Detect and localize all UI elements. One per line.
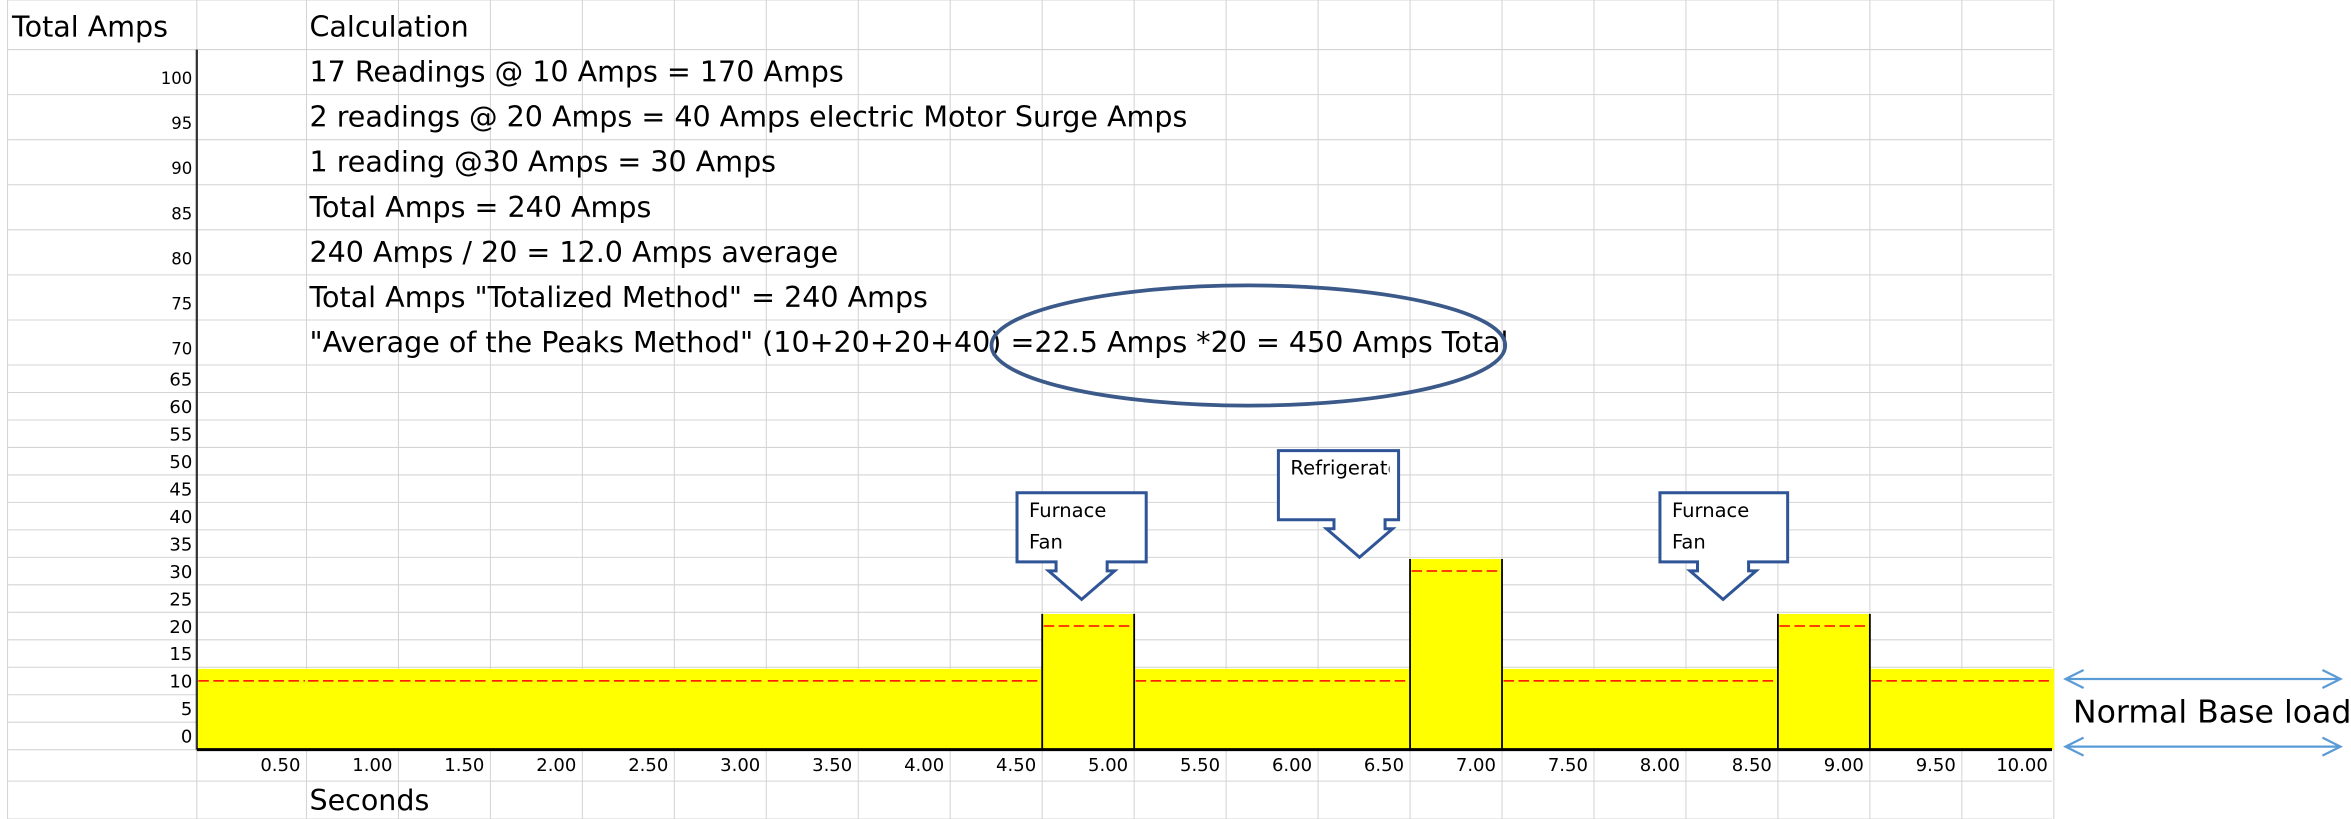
- callout-label: Furnace Fan: [1671, 500, 1750, 555]
- x-tick-label: 9.00: [1824, 755, 1864, 776]
- x-tick-label: 1.00: [352, 755, 392, 776]
- area-step: [490, 668, 583, 750]
- area-step: [398, 668, 491, 750]
- y-tick-label: 10: [169, 672, 192, 693]
- annotation: Normal Base load: [2073, 695, 2351, 731]
- x-axis-label: Seconds: [309, 784, 429, 817]
- header: Calculation: [309, 11, 468, 44]
- y-tick-label: 60: [169, 397, 192, 418]
- area-step: [1502, 668, 1595, 750]
- callout: [1658, 491, 1790, 602]
- calculation-line: 17 Readings @ 10 Amps = 170 Amps: [309, 56, 843, 89]
- y-tick-label: 50: [169, 452, 192, 473]
- callout-label-box: Furnace Fan: [1671, 500, 1750, 555]
- calculation-line: Total Amps "Totalized Method" = 240 Amps: [308, 281, 927, 314]
- y-tick-label: 65: [169, 369, 192, 390]
- area-step: [196, 668, 307, 750]
- area-step: [582, 668, 675, 750]
- header: Total Amps: [11, 11, 168, 44]
- area-step: [1226, 668, 1319, 750]
- y-tick-label: 75: [171, 294, 192, 313]
- area-step: [674, 668, 767, 750]
- area-step: [1410, 558, 1503, 750]
- calculation-line: "Average of the Peaks Method" (10+20+20+…: [309, 326, 1508, 359]
- area-step: [1134, 668, 1227, 750]
- y-tick-label: 55: [169, 424, 192, 445]
- area-step: [1318, 668, 1411, 750]
- x-tick-label: 8.50: [1732, 755, 1772, 776]
- callout: [1276, 449, 1401, 560]
- y-tick-label: 35: [169, 534, 192, 555]
- area-step: [950, 668, 1043, 750]
- area-step: [1593, 668, 1687, 750]
- y-tick-label: 70: [171, 340, 192, 359]
- x-tick-label: 2.00: [536, 755, 576, 776]
- x-tick-label: 2.50: [628, 755, 668, 776]
- callout: [1015, 491, 1148, 602]
- x-tick-label: 8.00: [1640, 755, 1680, 776]
- callout-label: Furnace Fan: [1029, 500, 1107, 555]
- highlight-ellipse: [989, 283, 1508, 408]
- x-tick-label: 4.50: [996, 755, 1036, 776]
- y-tick-label: 25: [169, 589, 192, 610]
- x-tick-label: 7.50: [1548, 755, 1588, 776]
- y-tick-label: 40: [169, 507, 192, 528]
- y-tick-label: 5: [181, 699, 192, 720]
- x-tick-label: 10.00: [1996, 755, 2048, 776]
- area-step: [1685, 668, 1779, 750]
- y-tick-label: 95: [171, 114, 192, 133]
- y-tick-label: 90: [171, 159, 192, 178]
- calculation-line: 1 reading @30 Amps = 30 Amps: [309, 146, 776, 179]
- y-tick-label: 0: [181, 727, 192, 748]
- area-step: [1961, 668, 2055, 750]
- area-step: [306, 668, 399, 750]
- y-tick-label: 100: [161, 69, 193, 88]
- calculation-line: Total Amps = 240 Amps: [308, 191, 651, 224]
- x-tick-label: 4.00: [904, 755, 944, 776]
- callout-label-box: Refrigerator: [1290, 458, 1389, 481]
- area-step: [1777, 613, 1871, 750]
- y-tick-label: 30: [169, 562, 192, 583]
- area-step: [1042, 613, 1135, 750]
- y-tick-label: 20: [169, 617, 192, 638]
- area-step: [858, 668, 951, 750]
- x-tick-label: 1.50: [444, 755, 484, 776]
- base-arrow-head: [2063, 668, 2343, 690]
- x-tick-label: 0.50: [260, 755, 300, 776]
- x-tick-label: 3.50: [812, 755, 852, 776]
- calculation-line: 2 readings @ 20 Amps = 40 Amps electric …: [309, 101, 1187, 134]
- y-tick-label: 15: [169, 644, 192, 665]
- calculation-line: 240 Amps / 20 = 12.0 Amps average: [309, 236, 838, 269]
- y-tick-label: 80: [171, 249, 192, 268]
- y-tick-label: 45: [169, 479, 192, 500]
- callout-label: Refrigerator: [1290, 458, 1389, 481]
- x-tick-label: 6.50: [1364, 755, 1404, 776]
- x-tick-label: 9.50: [1916, 755, 1956, 776]
- area-step: [1869, 668, 1963, 750]
- callout-label-box: Furnace Fan: [1029, 500, 1107, 555]
- x-tick-label: 3.00: [720, 755, 760, 776]
- x-tick-label: 5.00: [1088, 755, 1128, 776]
- y-tick-label: 85: [171, 204, 192, 223]
- x-tick-label: 5.50: [1180, 755, 1220, 776]
- area-step: [766, 668, 859, 750]
- x-tick-label: 6.00: [1272, 755, 1312, 776]
- x-tick-label: 7.00: [1456, 755, 1496, 776]
- base-arrow-head: [2063, 736, 2343, 757]
